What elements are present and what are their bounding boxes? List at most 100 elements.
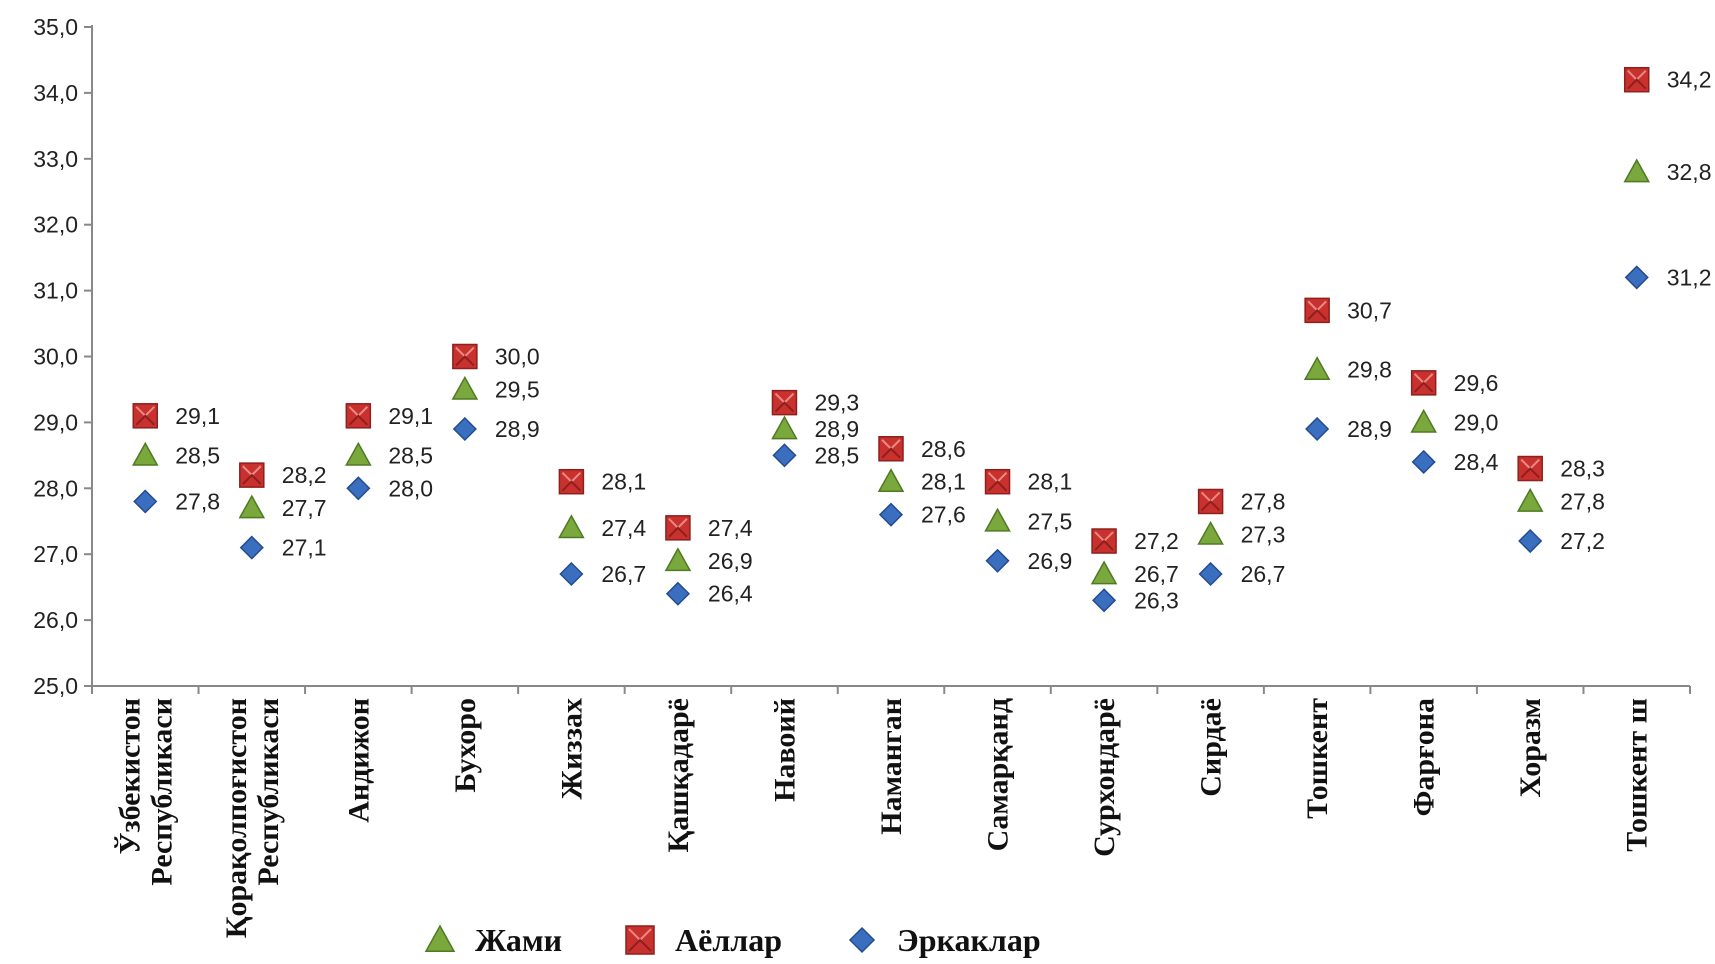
data-label: 29,0 [1454, 409, 1499, 435]
x-category-label: Республикаси [145, 698, 178, 886]
y-tick-label: 29,0 [33, 409, 78, 435]
point-triangle [1410, 408, 1437, 433]
x-category-label: Андижон [342, 698, 375, 823]
point-square [878, 436, 904, 462]
data-label: 27,8 [1560, 488, 1605, 514]
point-square [345, 403, 372, 429]
x-category-label: Бухоро [449, 698, 482, 793]
legend-label: Эркаклар [897, 922, 1041, 958]
data-label: 26,7 [601, 561, 646, 587]
data-label: 26,3 [1134, 587, 1179, 613]
point-square [1091, 528, 1117, 554]
x-category-label: Фарғона [1408, 698, 1441, 816]
category-labels: Ўзбекистон Республикаси ҚорақолпоғистонРес… [113, 698, 1653, 939]
point-triangle [1197, 520, 1224, 545]
data-label: 26,7 [1241, 561, 1286, 587]
point-diamond [452, 416, 477, 442]
data-label: 30,0 [495, 344, 540, 370]
point-diamond [133, 489, 158, 514]
point-triangle [238, 494, 266, 519]
point-diamond [1411, 449, 1436, 475]
x-category-label: Қашқадарё [662, 698, 695, 853]
point-triangle [664, 547, 692, 572]
data-label: 29,3 [814, 390, 859, 416]
data-label: 28,3 [1560, 456, 1605, 482]
data-label: 27,1 [282, 535, 327, 561]
data-label: 27,4 [601, 515, 646, 541]
y-tick-label: 30,0 [33, 344, 78, 370]
point-triangle [1516, 487, 1544, 512]
y-tick-label: 28,0 [33, 475, 78, 501]
x-category-label: Республикаси [252, 698, 285, 886]
point-diamond [772, 443, 797, 468]
legend: Жами Аёллар Эркаклар [424, 922, 1041, 958]
data-label: 29,6 [1454, 370, 1499, 396]
data-label: 28,2 [282, 462, 327, 488]
data-label: 29,5 [495, 376, 540, 402]
data-label: 27,8 [1241, 488, 1286, 514]
data-label: 28,0 [388, 475, 433, 501]
point-triangle [771, 415, 798, 440]
data-label: 28,1 [1028, 469, 1073, 495]
point-triangle [131, 441, 159, 466]
point-diamond [665, 581, 690, 606]
point-square [665, 515, 691, 541]
point-triangle [877, 468, 905, 493]
point-triangle [1090, 560, 1118, 585]
data-label: 28,9 [814, 416, 859, 442]
point-diamond [1092, 588, 1117, 613]
data-label: 28,5 [388, 442, 433, 468]
data-label: 27,3 [1241, 521, 1286, 547]
y-tick-label: 32,0 [33, 212, 78, 238]
data-label: 26,9 [708, 548, 753, 574]
legend-marker-diamond [848, 926, 876, 954]
data-label: 28,9 [1347, 416, 1392, 442]
x-category-label: Тошкент [1301, 698, 1334, 819]
point-square [984, 468, 1011, 495]
data-label: 32,8 [1667, 159, 1712, 185]
y-tick-label: 26,0 [33, 607, 78, 633]
data-label: 27,8 [175, 488, 220, 514]
point-square [1304, 297, 1330, 324]
point-square [1197, 488, 1224, 515]
data-label: 28,1 [601, 469, 646, 495]
data-label: 27,6 [921, 502, 966, 528]
point-diamond [346, 476, 371, 501]
x-category-label: Тошкент ш [1621, 698, 1654, 852]
axes [91, 25, 1691, 694]
legend-label: Жами [475, 922, 562, 958]
legend-marker-square [625, 925, 655, 955]
point-diamond [1305, 416, 1330, 442]
point-diamond [559, 561, 584, 587]
data-label: 27,2 [1134, 528, 1179, 554]
point-diamond [1198, 561, 1223, 587]
data-label: 26,4 [708, 581, 753, 607]
point-diamond [239, 535, 264, 560]
point-square [452, 343, 478, 370]
y-tick-label: 27,0 [33, 541, 78, 567]
x-category-label: Хоразм [1514, 698, 1547, 798]
data-label: 27,2 [1560, 528, 1605, 554]
point-square [1410, 370, 1437, 396]
y-tick-label: 35,0 [33, 14, 78, 40]
data-label: 27,4 [708, 515, 753, 541]
point-square [1623, 66, 1650, 93]
point-square [558, 468, 585, 495]
legend-marker-triangle [424, 924, 456, 952]
point-triangle [451, 375, 479, 400]
data-label: 27,5 [1028, 508, 1073, 534]
data-label: 28,5 [814, 442, 859, 468]
y-tick-label: 33,0 [33, 146, 78, 172]
data-label: 28,9 [495, 416, 540, 442]
x-category-label: Наманган [875, 698, 908, 835]
data-label: 29,8 [1347, 357, 1392, 383]
point-triangle [1623, 158, 1651, 183]
point-triangle [558, 514, 585, 539]
y-tick-label: 34,0 [33, 80, 78, 106]
x-category-label: Самарқанд [982, 698, 1015, 851]
data-label: 29,1 [388, 403, 433, 429]
y-tick-label: 31,0 [33, 278, 78, 304]
data-label: 28,5 [175, 442, 220, 468]
point-diamond [878, 502, 904, 527]
data-label: 26,7 [1134, 561, 1179, 587]
